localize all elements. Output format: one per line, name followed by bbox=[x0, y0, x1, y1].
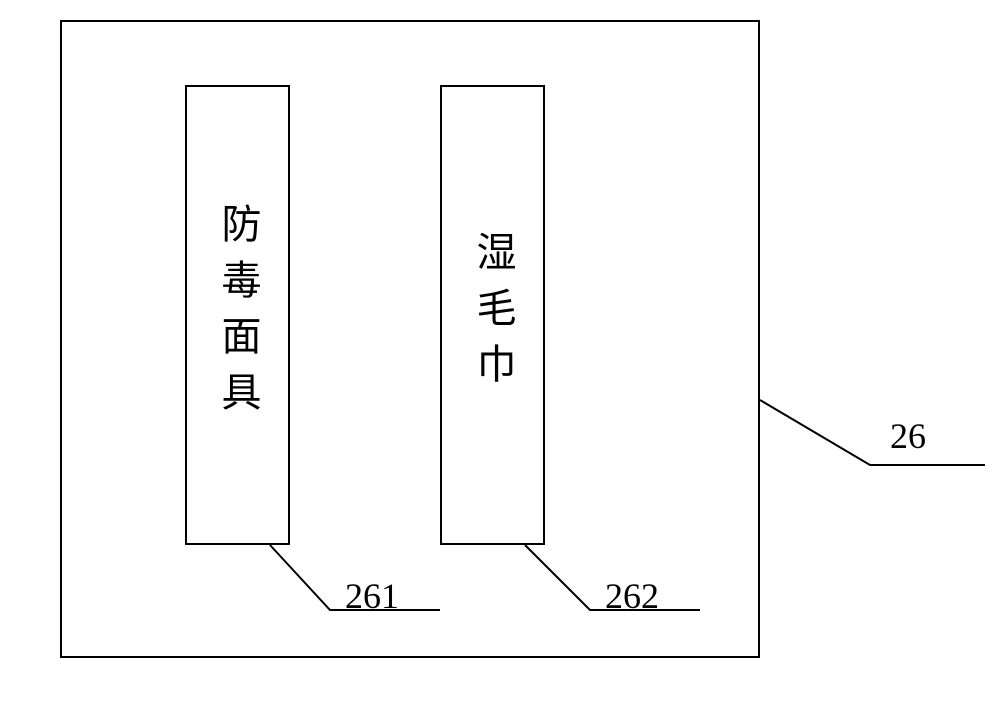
label-261: 261 bbox=[345, 575, 399, 617]
inner-box-262: 湿毛巾 bbox=[440, 85, 545, 545]
label-262: 262 bbox=[605, 575, 659, 617]
inner-box-261-text: 防毒面具 bbox=[209, 203, 267, 427]
label-26: 26 bbox=[890, 415, 926, 457]
outer-container-box bbox=[60, 20, 760, 658]
inner-box-261: 防毒面具 bbox=[185, 85, 290, 545]
inner-box-262-text: 湿毛巾 bbox=[464, 231, 522, 399]
